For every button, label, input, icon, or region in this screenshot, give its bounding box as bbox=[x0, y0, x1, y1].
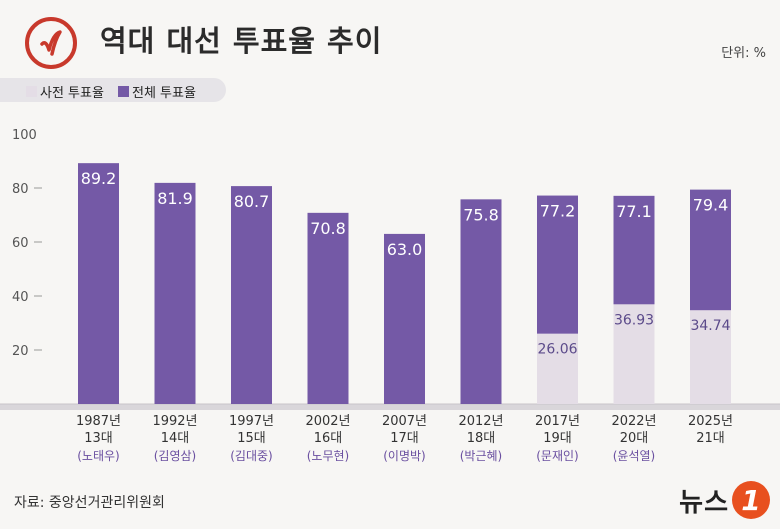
bar-total bbox=[384, 233, 425, 404]
baseline-band bbox=[0, 404, 780, 410]
x-label-name: (윤석열) bbox=[613, 449, 655, 463]
bar-total-label: 80.7 bbox=[234, 192, 270, 211]
legend-total: 전체 투표율 bbox=[118, 82, 196, 101]
x-label-term: 21대 bbox=[696, 431, 725, 446]
x-label-term: 16대 bbox=[314, 431, 343, 446]
bar-total-label: 77.2 bbox=[540, 202, 576, 221]
brand-badge: 1 bbox=[732, 481, 770, 519]
x-label-name: (노태우) bbox=[77, 449, 119, 463]
brand-logo: 뉴스 1 bbox=[679, 480, 770, 520]
legend-background bbox=[0, 78, 226, 102]
x-label-year: 2025년 bbox=[688, 414, 733, 429]
x-label-name: (노무현) bbox=[307, 449, 349, 463]
y-tick-label: 20 bbox=[12, 344, 29, 359]
bar-total bbox=[231, 186, 272, 404]
x-label-term: 20대 bbox=[620, 431, 649, 446]
bar-total-label: 77.1 bbox=[616, 202, 652, 221]
bar-total-label: 89.2 bbox=[81, 169, 117, 188]
x-label-term: 18대 bbox=[467, 431, 496, 446]
bar-total bbox=[154, 182, 196, 404]
legend-early-swatch bbox=[26, 86, 37, 97]
x-label-name: (김영삼) bbox=[154, 449, 196, 463]
x-label-year: 2017년 bbox=[535, 414, 580, 429]
y-tick-label: 40 bbox=[12, 290, 29, 305]
source-label: 자료: 중앙선거관리위원회 bbox=[14, 495, 165, 511]
bar-total bbox=[460, 199, 502, 404]
x-label-term: 14대 bbox=[161, 431, 190, 446]
y-tick-label: 60 bbox=[12, 236, 29, 251]
x-label-year: 1997년 bbox=[229, 414, 274, 429]
y-tick-label: 100 bbox=[12, 128, 37, 143]
legend-total-swatch bbox=[118, 86, 129, 97]
bar-total-label: 70.8 bbox=[310, 219, 346, 238]
legend-early-label: 사전 투표율 bbox=[40, 86, 104, 101]
x-label-year: 1987년 bbox=[76, 414, 121, 429]
legend-early: 사전 투표율 bbox=[26, 82, 104, 101]
legend-total-label: 전체 투표율 bbox=[132, 86, 196, 101]
chart-title: 역대 대선 투표율 추이 bbox=[100, 24, 383, 58]
x-label-name: (김대중) bbox=[230, 449, 272, 463]
logo-icon bbox=[25, 17, 77, 69]
x-label-name: (박근혜) bbox=[460, 449, 502, 463]
bar-early-label: 34.74 bbox=[690, 318, 730, 334]
unit-label: 단위: % bbox=[721, 46, 766, 61]
bar-early-label: 36.93 bbox=[614, 312, 654, 328]
bar-early bbox=[613, 304, 655, 404]
bar-total bbox=[78, 163, 119, 404]
brand-text: 뉴스 bbox=[679, 487, 729, 518]
x-label-name: (이명박) bbox=[383, 449, 425, 463]
x-label-term: 15대 bbox=[237, 431, 266, 446]
y-tick-label: 80 bbox=[12, 182, 29, 197]
bar-early bbox=[537, 333, 578, 404]
x-label-year: 2012년 bbox=[458, 414, 503, 429]
bar-total-label: 75.8 bbox=[463, 205, 499, 224]
bar-total-label: 79.4 bbox=[693, 196, 729, 215]
bar-total bbox=[307, 212, 349, 404]
bar-early bbox=[690, 310, 731, 404]
bar-early-label: 26.06 bbox=[537, 342, 577, 358]
bar-total-label: 81.9 bbox=[157, 189, 193, 208]
x-label-term: 17대 bbox=[390, 431, 419, 446]
x-label-term: 13대 bbox=[84, 431, 113, 446]
x-label-name: (문재인) bbox=[536, 449, 578, 463]
x-label-year: 2007년 bbox=[382, 414, 427, 429]
x-label-year: 2002년 bbox=[305, 414, 350, 429]
x-label-year: 1992년 bbox=[152, 414, 197, 429]
bar-total-label: 63.0 bbox=[387, 240, 423, 259]
x-label-term: 19대 bbox=[543, 431, 572, 446]
x-label-year: 2022년 bbox=[611, 414, 656, 429]
